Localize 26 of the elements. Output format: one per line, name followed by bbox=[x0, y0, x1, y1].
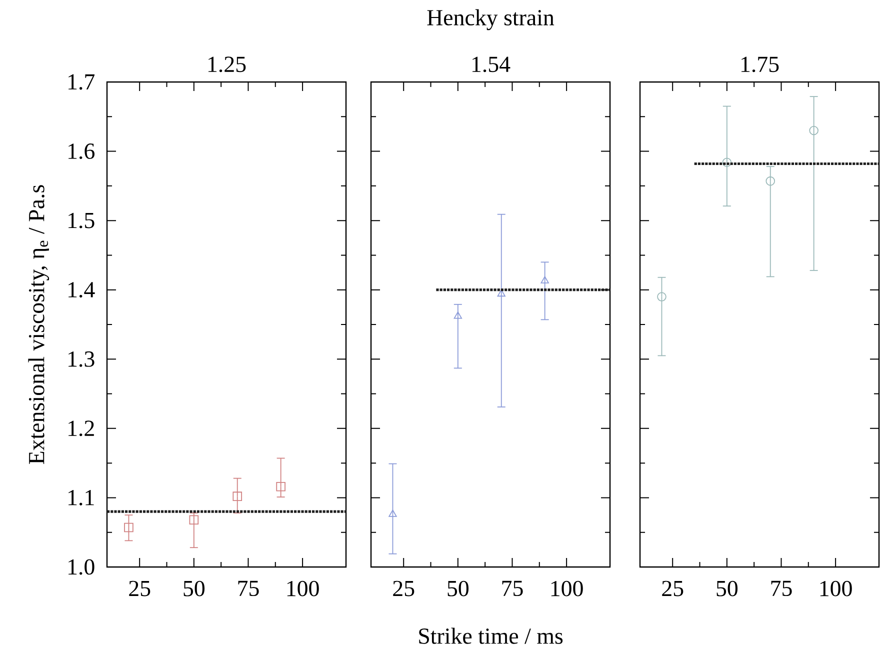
y-tick-label: 1.3 bbox=[68, 351, 94, 367]
text: Hencky strain bbox=[427, 9, 554, 30]
x-tick-label: 75 bbox=[238, 580, 259, 596]
y-tick-label: 1.5 bbox=[68, 212, 94, 228]
x-tick-label: 25 bbox=[662, 580, 684, 596]
x-axis-title: Strike time / ms bbox=[419, 628, 563, 644]
chart-title: 1.75 bbox=[741, 56, 779, 72]
y-tick-label: 1.2 bbox=[68, 420, 94, 436]
x-tick-label: 100 bbox=[551, 580, 583, 596]
chart-title: 1.25 bbox=[208, 56, 246, 72]
x-tick-label: 50 bbox=[716, 580, 738, 596]
y-tick-label: 1.4 bbox=[68, 282, 95, 298]
x-tick-label: 75 bbox=[771, 580, 792, 596]
x-tick-label: 25 bbox=[393, 580, 414, 596]
y-tick-label: 1.7 bbox=[68, 74, 94, 90]
y-tick-label: 1.1 bbox=[68, 490, 94, 506]
x-tick-label: 50 bbox=[448, 580, 469, 596]
x-tick-label: 75 bbox=[502, 580, 523, 596]
x-tick-label: 100 bbox=[287, 580, 319, 596]
x-tick-label: 100 bbox=[820, 580, 852, 596]
y-tick-label: 1.6 bbox=[68, 144, 94, 160]
y-tick-label: 1.0 bbox=[68, 559, 94, 575]
chart-title: 1.54 bbox=[472, 56, 510, 72]
x-tick-label: 50 bbox=[184, 580, 205, 596]
x-tick-label: 25 bbox=[129, 580, 150, 596]
y-axis-title: Extensional viscosity, η$_{e}$ / Pa.s bbox=[28, 185, 50, 464]
